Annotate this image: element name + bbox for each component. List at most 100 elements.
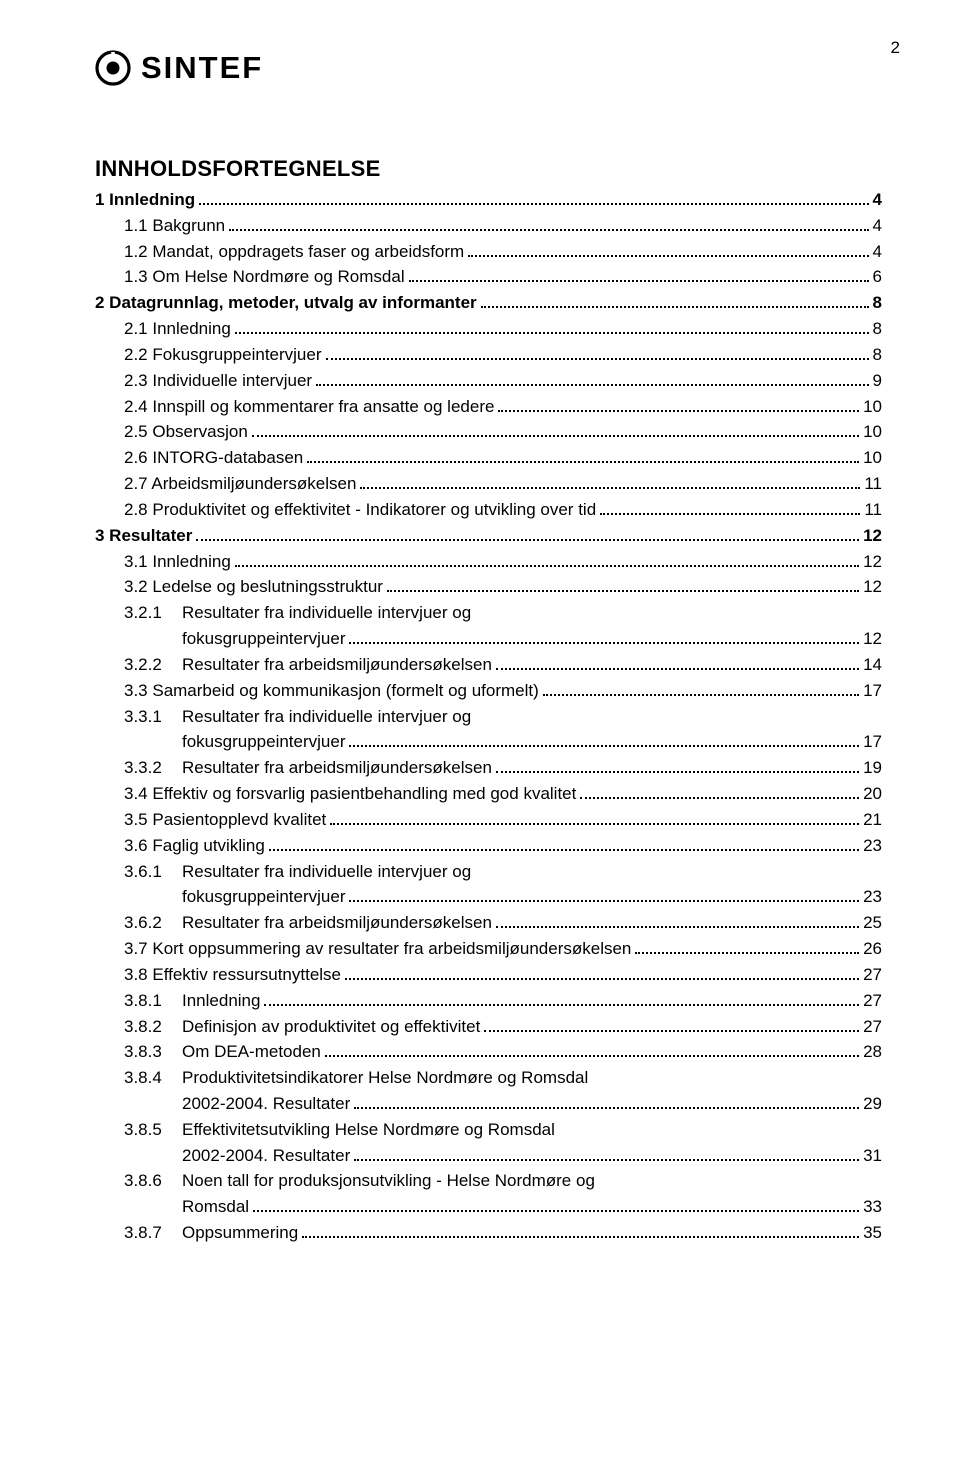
toc-leader — [349, 630, 859, 644]
toc-page: 27 — [863, 962, 882, 988]
toc-leader — [330, 810, 859, 824]
toc-label: 3.6.1Resultater fra individuelle intervj… — [124, 859, 471, 885]
toc-label: 1.1 Bakgrunn — [124, 213, 225, 239]
toc-leader — [196, 526, 859, 540]
toc-label: 3.3.2Resultater fra arbeidsmiljøundersøk… — [124, 755, 492, 781]
toc-label: 2.3 Individuelle intervjuer — [124, 368, 312, 394]
toc-label: 3.7 Kort oppsummering av resultater fra … — [124, 936, 631, 962]
toc-entry-cont: 2002-2004. Resultater31 — [182, 1143, 882, 1169]
logo-text: SINTEF — [141, 50, 263, 86]
toc-label: 1.3 Om Helse Nordmøre og Romsdal — [124, 264, 405, 290]
toc-label: 2.6 INTORG-databasen — [124, 445, 303, 471]
toc-leader — [543, 681, 859, 695]
toc-entry: 3.6.1Resultater fra individuelle intervj… — [124, 859, 882, 885]
toc-entry: 1.1 Bakgrunn4 — [124, 213, 882, 239]
toc-entry: 2.8 Produktivitet og effektivitet - Indi… — [124, 497, 882, 523]
toc-page: 31 — [863, 1143, 882, 1169]
toc-entry: 3.8.4Produktivitetsindikatorer Helse Nor… — [124, 1065, 882, 1091]
toc-page: 10 — [863, 419, 882, 445]
toc-entry: 2 Datagrunnlag, metoder, utvalg av infor… — [95, 290, 882, 316]
toc-page: 23 — [863, 833, 882, 859]
toc-entry: 1 Innledning 4 — [95, 187, 882, 213]
toc-leader — [580, 785, 859, 799]
toc-label: fokusgruppeintervjuer — [182, 626, 345, 652]
toc-page: 8 — [873, 342, 882, 368]
toc-page: 10 — [863, 394, 882, 420]
toc-page: 4 — [873, 239, 882, 265]
toc-entry-cont: fokusgruppeintervjuer17 — [182, 729, 882, 755]
toc-entry: 3.3.2Resultater fra arbeidsmiljøundersøk… — [124, 755, 882, 781]
toc-label: Romsdal — [182, 1194, 249, 1220]
toc-label: 3.8.3Om DEA-metoden — [124, 1039, 321, 1065]
toc-entry: 3.8.6Noen tall for produksjonsutvikling … — [124, 1168, 882, 1194]
toc-entry-cont: Romsdal 33 — [182, 1194, 882, 1220]
toc-label: 1.2 Mandat, oppdragets faser og arbeidsf… — [124, 239, 464, 265]
toc-leader — [345, 965, 859, 979]
toc-entry: 3.3.1Resultater fra individuelle intervj… — [124, 704, 882, 730]
toc-entry: 2.1 Innledning8 — [124, 316, 882, 342]
toc-label: 3.2.2Resultater fra arbeidsmiljøundersøk… — [124, 652, 492, 678]
toc-page: 14 — [863, 652, 882, 678]
toc-label: 3.8.2Definisjon av produktivitet og effe… — [124, 1014, 480, 1040]
toc-leader — [235, 320, 869, 334]
toc-label: 3.1 Innledning — [124, 549, 231, 575]
toc-leader — [496, 655, 859, 669]
toc-leader — [496, 914, 859, 928]
toc-leader — [496, 759, 859, 773]
toc-entry-cont: fokusgruppeintervjuer 12 — [182, 626, 882, 652]
toc-leader — [600, 501, 860, 515]
toc-page: 12 — [863, 626, 882, 652]
toc-page: 4 — [873, 187, 882, 213]
toc-leader — [354, 1146, 859, 1160]
toc-entry: 3.2.1Resultater fra individuelle intervj… — [124, 600, 882, 626]
toc-entry: 2.3 Individuelle intervjuer9 — [124, 368, 882, 394]
toc-page: 10 — [863, 445, 882, 471]
toc-label: 3.8.7Oppsummering — [124, 1220, 298, 1246]
toc-leader — [409, 268, 869, 282]
toc-label: 3.8.5Effektivitetsutvikling Helse Nordmø… — [124, 1117, 555, 1143]
toc-label: 1 Innledning — [95, 187, 195, 213]
toc-entry: 2.7 Arbeidsmiljøundersøkelsen 11 — [124, 471, 882, 497]
toc-entry: 1.3 Om Helse Nordmøre og Romsdal6 — [124, 264, 882, 290]
toc-label: 3.5 Pasientopplevd kvalitet — [124, 807, 326, 833]
toc-entry: 3.8 Effektiv ressursutnyttelse27 — [124, 962, 882, 988]
toc-label: 2.7 Arbeidsmiljøundersøkelsen — [124, 471, 356, 497]
toc-entry: 1.2 Mandat, oppdragets faser og arbeidsf… — [124, 239, 882, 265]
toc-entry: 3.8.2Definisjon av produktivitet og effe… — [124, 1014, 882, 1040]
toc-entry: 2.5 Observasjon10 — [124, 419, 882, 445]
toc-label: 3.3 Samarbeid og kommunikasjon (formelt … — [124, 678, 539, 704]
toc-page: 33 — [863, 1194, 882, 1220]
toc-leader — [498, 397, 859, 411]
toc-leader — [269, 836, 859, 850]
toc-leader — [199, 191, 868, 205]
toc-leader — [307, 449, 859, 463]
toc-label: 3.6 Faglig utvikling — [124, 833, 265, 859]
toc-page: 21 — [863, 807, 882, 833]
toc-entry: 3.8.3Om DEA-metoden28 — [124, 1039, 882, 1065]
toc-leader — [349, 733, 859, 747]
toc-leader — [354, 1095, 859, 1109]
toc-page: 11 — [864, 471, 882, 497]
toc-entry: 3.8.5Effektivitetsutvikling Helse Nordmø… — [124, 1117, 882, 1143]
toc-label: 2 Datagrunnlag, metoder, utvalg av infor… — [95, 290, 477, 316]
toc-page: 12 — [863, 574, 882, 600]
toc-leader — [326, 346, 869, 360]
toc-page: 11 — [864, 497, 882, 523]
toc-label: 3.3.1Resultater fra individuelle intervj… — [124, 704, 471, 730]
toc-page: 12 — [863, 549, 882, 575]
toc-label: 3 Resultater — [95, 523, 192, 549]
toc-page: 12 — [863, 523, 882, 549]
toc-page: 8 — [873, 290, 882, 316]
toc-leader — [264, 991, 859, 1005]
page-number: 2 — [891, 38, 900, 58]
toc-page: 26 — [863, 936, 882, 962]
toc-leader — [229, 216, 868, 230]
logo-icon — [95, 50, 131, 86]
toc-entry: 3.1 Innledning 12 — [124, 549, 882, 575]
toc-page: 23 — [863, 884, 882, 910]
toc-entry-cont: 2002-2004. Resultater29 — [182, 1091, 882, 1117]
toc-page: 19 — [863, 755, 882, 781]
toc-leader — [635, 940, 859, 954]
toc-leader — [302, 1224, 859, 1238]
toc-entry: 3.4 Effektiv og forsvarlig pasientbehand… — [124, 781, 882, 807]
